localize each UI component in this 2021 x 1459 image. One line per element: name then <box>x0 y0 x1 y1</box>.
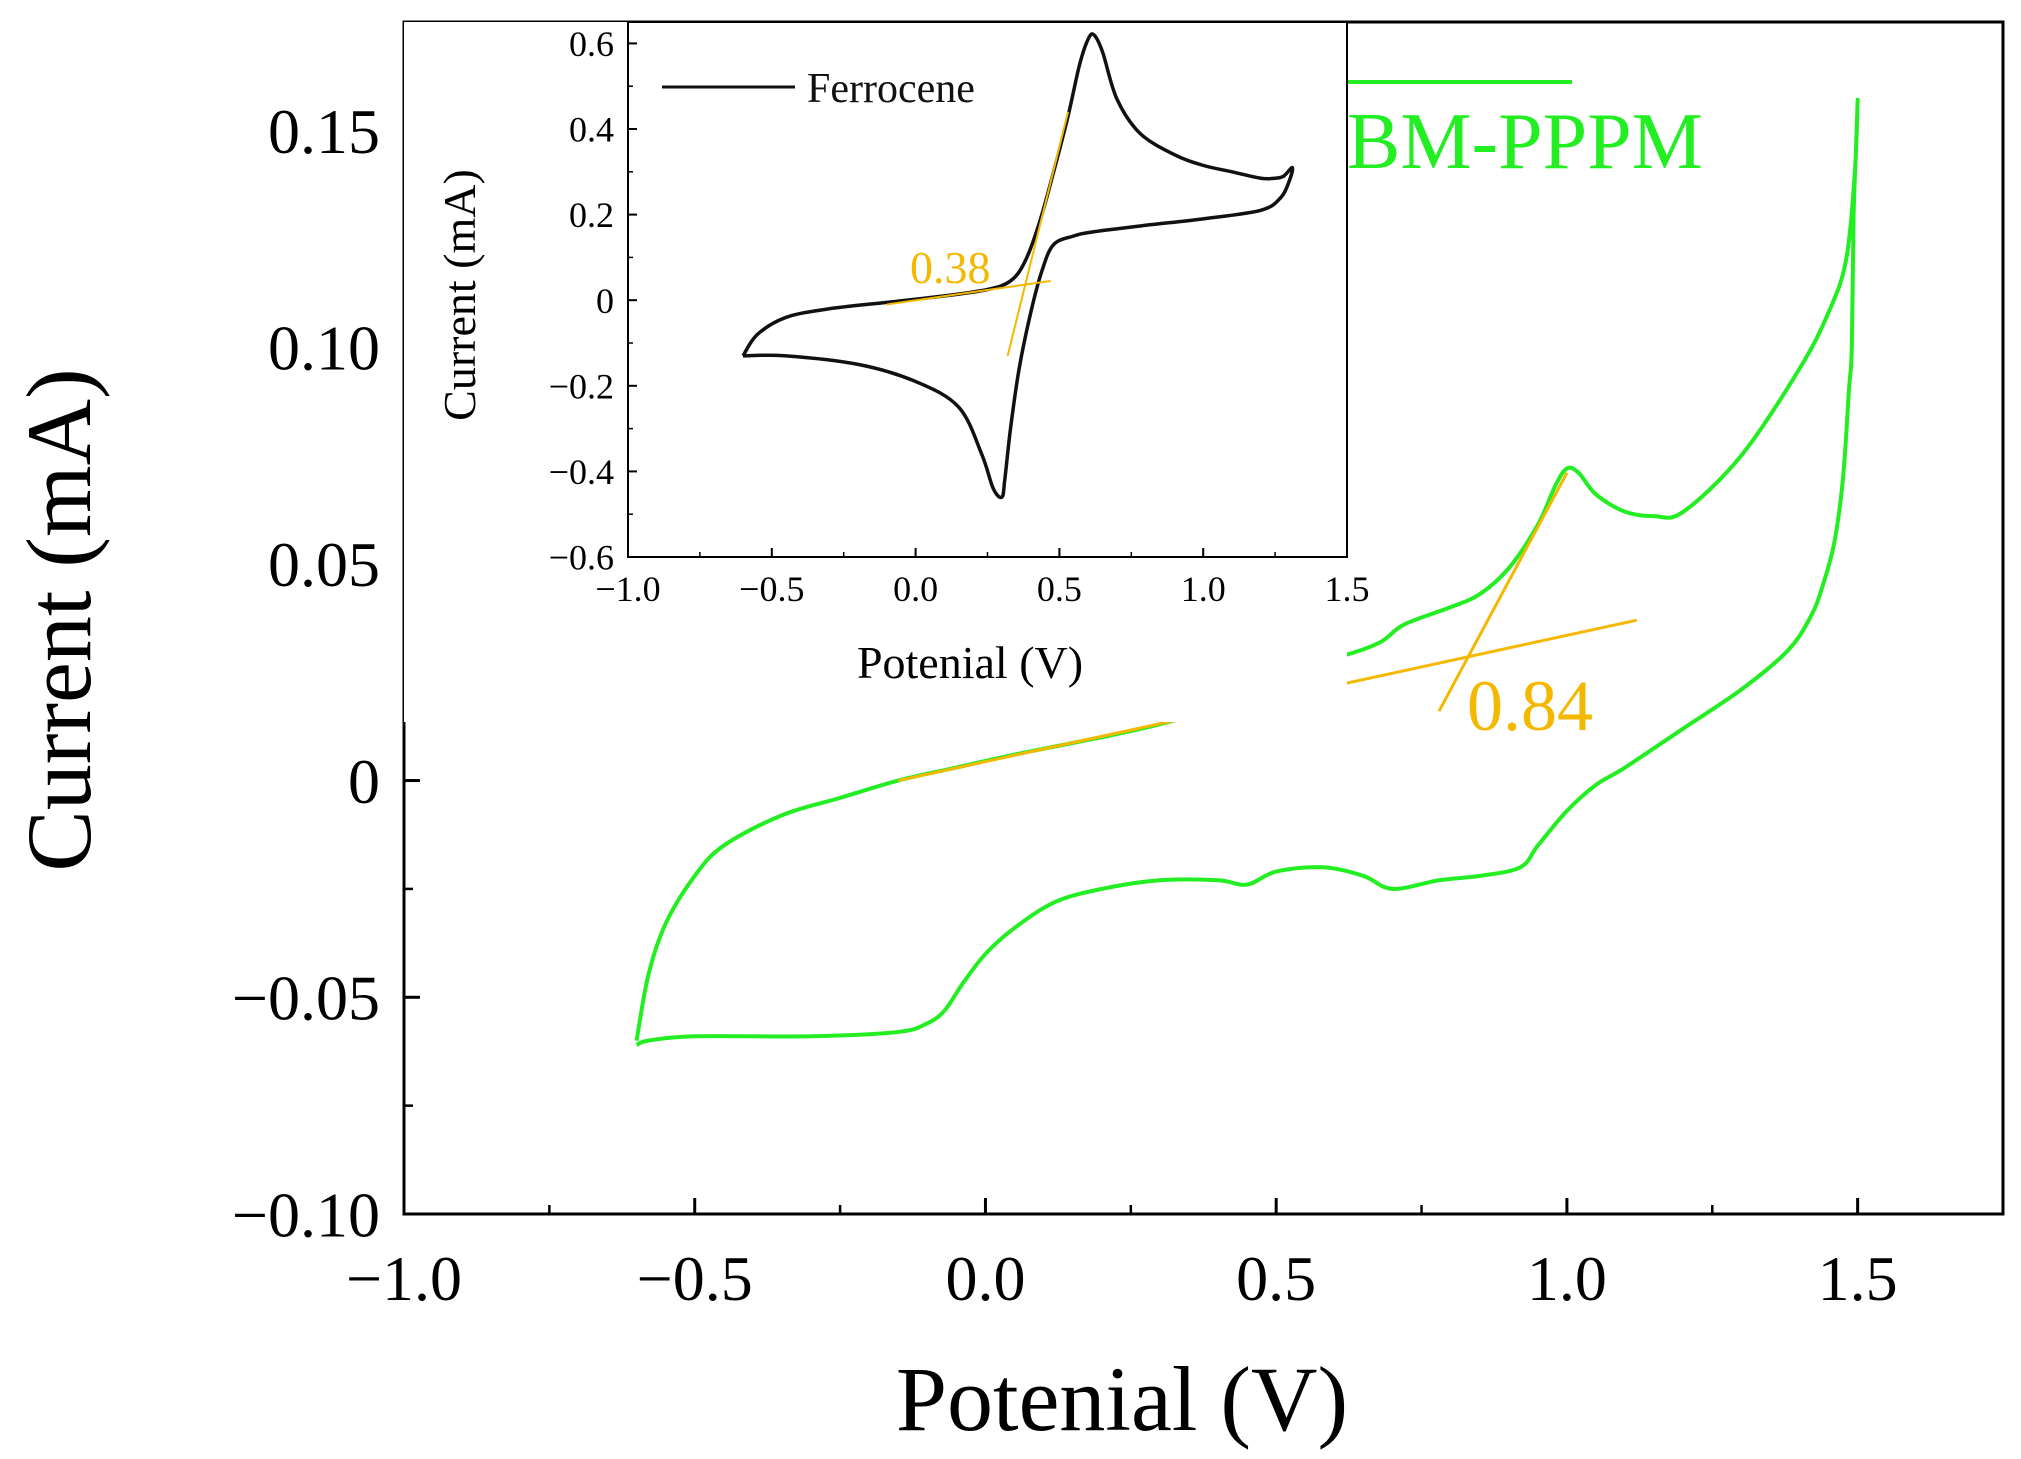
inset-onset-tangent-line <box>886 279 1051 306</box>
main-annotation-onset: 0.84 <box>1467 666 1593 746</box>
inset-chart: −1.0 −0.5 0.0 0.5 1.0 1.5 0.6 0.4 0.2 0 −0.2 −0.4 −0… <box>404 21 1370 722</box>
inset-x-tick-label: 0.0 <box>893 569 938 609</box>
inset-x-tick-label: 0.5 <box>1037 569 1082 609</box>
main-x-tick-label: −0.5 <box>637 1243 753 1314</box>
inset-x-tick-label: −1.0 <box>595 569 660 609</box>
inset-x-axis-label: Potenial (V) <box>857 637 1083 688</box>
main-y-tick-label: 0 <box>348 746 380 817</box>
inset-y-axis-label: Current (mA) <box>434 169 485 421</box>
main-x-axis-label: Potenial (V) <box>896 1348 1348 1450</box>
main-x-tick-label: 1.0 <box>1527 1243 1607 1314</box>
main-y-tick-label: −0.10 <box>232 1179 380 1250</box>
main-y-tick-label: 0.10 <box>268 312 380 383</box>
inset-series-line-ferrocene <box>741 32 1295 500</box>
inset-series <box>741 32 1295 500</box>
inset-x-tick-label: −0.5 <box>739 569 804 609</box>
main-x-tick-label: 0.5 <box>1236 1243 1316 1314</box>
main-onset-tangent-line <box>1437 472 1569 712</box>
inset-background <box>404 22 1347 722</box>
inset-x-tick-label: 1.5 <box>1325 569 1370 609</box>
main-tick-labels: −1.0 −0.5 0.0 0.5 1.0 1.5 0.15 0.10 0.05 0 −0.05 −0… <box>232 96 1898 1314</box>
main-x-tick-label: −1.0 <box>346 1243 462 1314</box>
inset-y-tick-label: −0.6 <box>549 538 614 578</box>
main-y-tick-label: −0.05 <box>232 963 380 1034</box>
inset-legend-label: Ferrocene <box>807 66 975 112</box>
inset-ticks <box>627 42 1348 558</box>
inset-y-tick-label: 0.2 <box>569 195 614 235</box>
inset-onset-lines <box>886 111 1069 357</box>
main-chart: −1.0 −0.5 0.0 0.5 1.0 1.5 0.15 0.10 0.05 0 −0.05 −0… <box>8 20 2005 1450</box>
main-legend-label: BM-PPPM <box>1347 98 1703 186</box>
main-y-tick-label: 0.15 <box>268 96 380 167</box>
main-x-tick-label: 0.0 <box>945 1243 1025 1314</box>
inset-onset-tangent-line <box>1006 111 1069 357</box>
inset-tick-labels: −1.0 −0.5 0.0 0.5 1.0 1.5 0.6 0.4 0.2 0 −0.2 −0.4 −0… <box>549 24 1370 609</box>
main-y-tick-label: 0.05 <box>268 529 380 600</box>
main-x-tick-label: 1.5 <box>1818 1243 1898 1314</box>
inset-y-tick-label: 0 <box>596 281 614 321</box>
inset-x-tick-label: 1.0 <box>1181 569 1226 609</box>
inset-y-tick-label: 0.6 <box>569 24 614 64</box>
inset-annotation-onset: 0.38 <box>910 242 991 293</box>
inset-y-tick-label: −0.2 <box>549 366 614 406</box>
inset-y-tick-label: 0.4 <box>569 110 614 150</box>
inset-y-tick-label: −0.4 <box>549 452 614 492</box>
main-y-axis-label: Current (mA) <box>8 368 110 871</box>
